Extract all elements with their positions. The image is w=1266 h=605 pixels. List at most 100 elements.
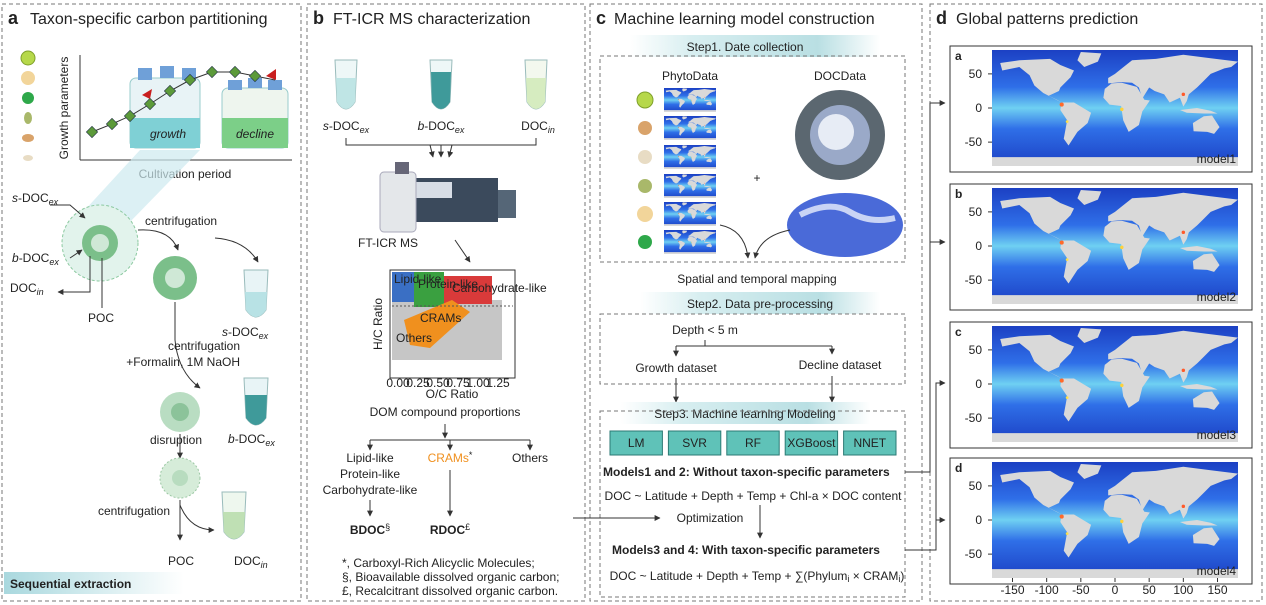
panel-frame bbox=[306, 3, 586, 602]
arrow bbox=[447, 144, 454, 158]
y-tick-label: -50 bbox=[965, 135, 983, 149]
maps: a model1 50 0 -50 b model2 50 0 -50 c model3 50 0 -50 d… bbox=[949, 45, 1253, 597]
disrupted-cell bbox=[159, 457, 201, 499]
instrument bbox=[379, 162, 516, 233]
world-map bbox=[992, 50, 1238, 166]
step-label: centrifugation bbox=[98, 504, 170, 518]
sample-label: b-DOCex bbox=[418, 119, 465, 135]
flasks bbox=[129, 66, 289, 149]
panel-frame bbox=[589, 3, 923, 602]
footer-band bbox=[4, 572, 184, 594]
y-tick-label: -50 bbox=[965, 411, 983, 425]
panel-letter: b bbox=[313, 8, 324, 28]
x-tick-label: 1.25 bbox=[486, 376, 510, 390]
fraction-label: DOCin bbox=[10, 281, 44, 297]
panel-title: FT-ICR MS characterization bbox=[333, 11, 530, 28]
phyto-maps bbox=[636, 88, 716, 254]
x-tick-label: 0.75 bbox=[446, 376, 470, 390]
x-tick-label: 50 bbox=[1142, 583, 1156, 597]
step-label: centrifugation bbox=[168, 339, 240, 353]
curve-points bbox=[85, 65, 262, 139]
caption: Spatial and temporal mapping bbox=[677, 272, 836, 286]
arrow bbox=[753, 229, 791, 259]
footnote: *, Carboxyl-Rich Alicyclic Molecules; bbox=[342, 556, 535, 570]
y-tick-label: 50 bbox=[969, 343, 983, 357]
model-boxes: LM SVR RF XGBoost NNET bbox=[609, 430, 897, 456]
x-tick-label: 150 bbox=[1207, 583, 1227, 597]
step-title: Step2. Data pre-processing bbox=[687, 297, 833, 311]
cell-core bbox=[171, 403, 189, 421]
doc-globes bbox=[787, 90, 903, 257]
step-title: Step3. Machine learning Modeling bbox=[654, 407, 835, 421]
step-box bbox=[599, 313, 906, 385]
y-tick-label: 50 bbox=[969, 205, 983, 219]
fraction-label: b-DOCex bbox=[12, 251, 59, 267]
world-map bbox=[992, 188, 1238, 304]
x-tick-label: -100 bbox=[1035, 583, 1059, 597]
pool-label: BDOC§ bbox=[350, 522, 390, 537]
fraction-label: DOCin bbox=[234, 554, 268, 570]
arrow bbox=[69, 249, 83, 259]
model-box bbox=[843, 430, 897, 456]
pool-label: RDOC£ bbox=[430, 522, 470, 537]
fraction-label: POC bbox=[168, 554, 194, 568]
footnote: £, Recalcitrant dissolved organic carbon… bbox=[342, 584, 558, 598]
panel-letter: c bbox=[596, 8, 606, 28]
panel-frame bbox=[929, 3, 1263, 602]
y-tick-label: 0 bbox=[975, 239, 982, 253]
x-tick-label: 0.25 bbox=[406, 376, 430, 390]
fraction-label: b-DOCex bbox=[228, 432, 275, 448]
data-label: DOCData bbox=[814, 69, 866, 83]
model-name: LM bbox=[628, 436, 645, 450]
cell-core bbox=[91, 234, 109, 252]
phase-label: growth bbox=[150, 127, 186, 141]
axis-label: Growth parameters bbox=[57, 57, 71, 160]
step-banner bbox=[640, 292, 880, 314]
y-tick-label: 0 bbox=[975, 513, 982, 527]
dataset-label: Growth dataset bbox=[635, 361, 717, 375]
arrow bbox=[454, 239, 471, 263]
tube bbox=[243, 377, 269, 426]
map-name: model2 bbox=[1197, 290, 1237, 304]
fraction-label: s-DOCex bbox=[222, 325, 269, 341]
tube bbox=[221, 491, 247, 540]
y-tick-label: -50 bbox=[965, 273, 983, 287]
arrow bbox=[174, 302, 201, 389]
model-name: RF bbox=[745, 436, 761, 450]
class-label: Lipid-like bbox=[346, 451, 394, 465]
arrow bbox=[50, 204, 86, 219]
footnote: §, Bioavailable dissolved organic carbon… bbox=[342, 570, 559, 584]
section-label: DOM compound proportions bbox=[370, 405, 521, 419]
taxon-icons bbox=[20, 50, 36, 161]
axis-label: H/C Ratio bbox=[371, 298, 385, 350]
panel-letter: d bbox=[936, 8, 947, 28]
region-label: Carbohydrate-like bbox=[452, 281, 547, 295]
vk-plot bbox=[389, 269, 516, 379]
panel-title: Taxon-specific carbon partitioning bbox=[30, 11, 267, 28]
panel-title: Global patterns prediction bbox=[956, 11, 1138, 28]
model-name: SVR bbox=[682, 436, 707, 450]
step-label: centrifugation bbox=[145, 214, 217, 228]
step-box bbox=[599, 410, 906, 598]
formula: DOC ~ Latitude + Depth + Temp + ∑(Phylum… bbox=[610, 569, 905, 584]
x-ticks: 0.000.250.500.751.001.25 bbox=[386, 376, 510, 390]
class-label: Protein-like bbox=[340, 467, 400, 481]
y-tick-label: 0 bbox=[975, 377, 982, 391]
model-box bbox=[726, 430, 780, 456]
panel-letter: a bbox=[8, 8, 19, 28]
model-name: XGBoost bbox=[787, 436, 836, 450]
model-box bbox=[784, 430, 839, 456]
step-banner bbox=[620, 402, 870, 424]
cell-core bbox=[165, 268, 185, 288]
footer-label: Sequential extraction bbox=[10, 577, 131, 591]
optimization: Optimization bbox=[677, 511, 744, 525]
map-letter: a bbox=[955, 49, 962, 63]
model-box bbox=[667, 430, 722, 456]
x-tick-label: 0 bbox=[1112, 583, 1119, 597]
arrow bbox=[905, 380, 946, 551]
connector bbox=[676, 340, 832, 347]
marker bbox=[266, 69, 276, 80]
region-label: Lipid-like bbox=[394, 272, 442, 286]
